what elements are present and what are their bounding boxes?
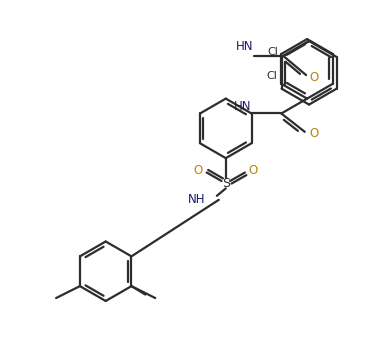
Text: S: S: [222, 177, 230, 190]
Text: O: O: [310, 127, 319, 140]
Text: Cl: Cl: [267, 47, 278, 57]
Text: O: O: [309, 70, 318, 83]
Text: O: O: [194, 164, 203, 177]
Text: HN: HN: [236, 40, 254, 53]
Text: O: O: [249, 164, 258, 177]
Text: HN: HN: [234, 100, 252, 113]
Text: NH: NH: [188, 193, 205, 206]
Text: Cl: Cl: [267, 71, 278, 81]
